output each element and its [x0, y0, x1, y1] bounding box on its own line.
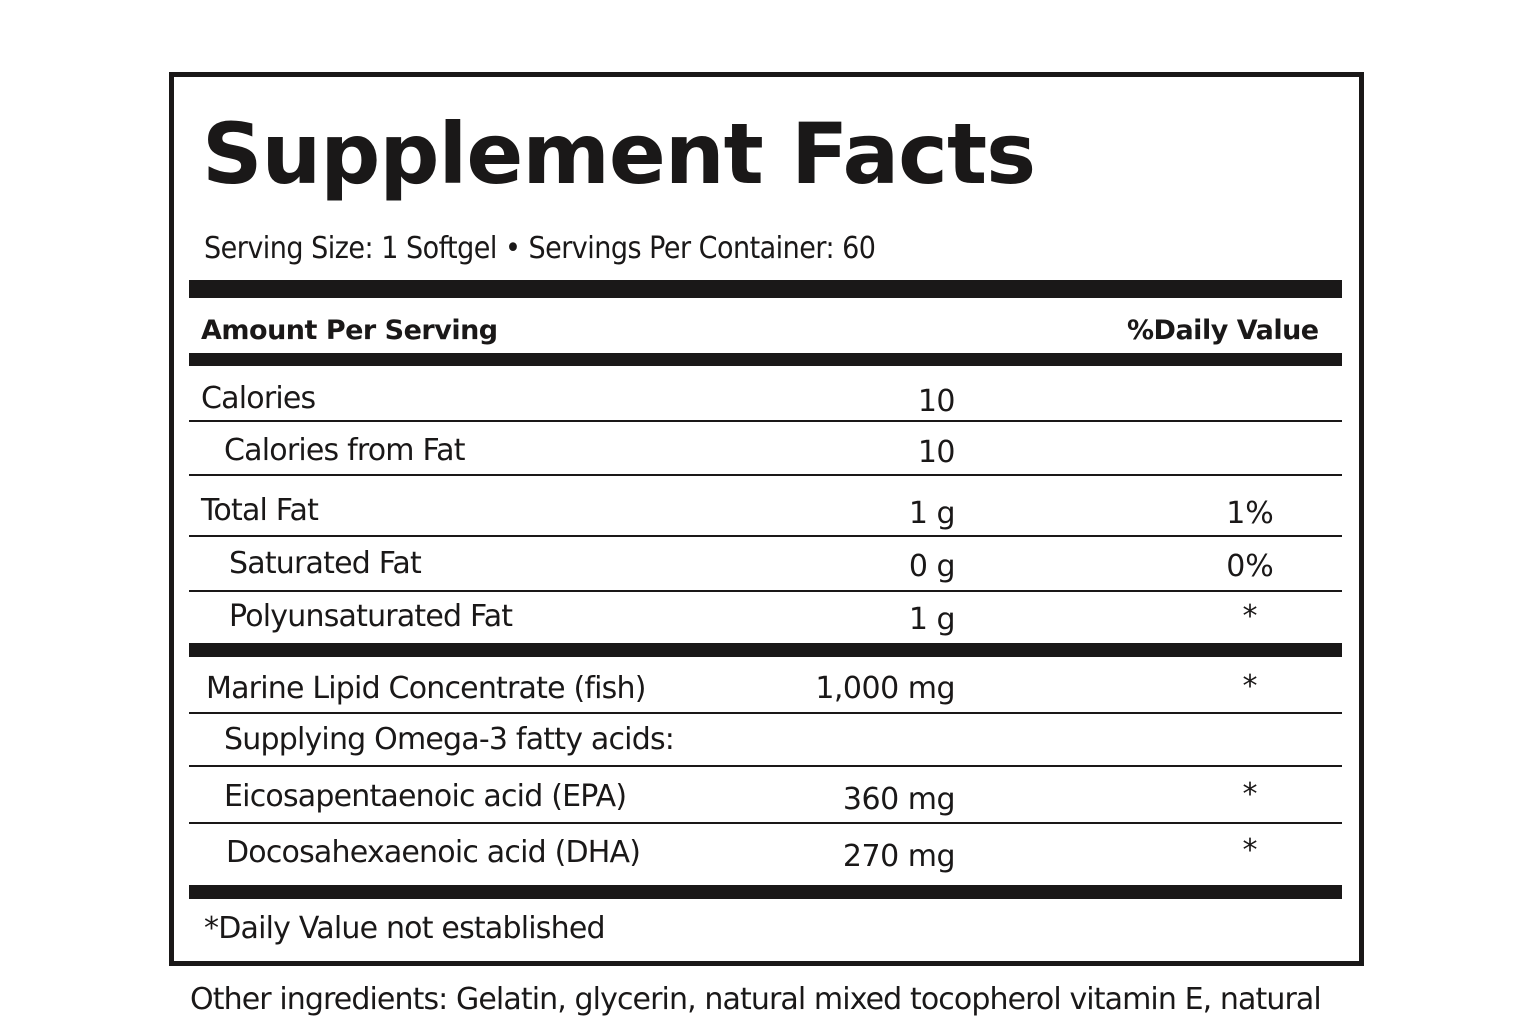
row-label-saturated-fat: Saturated Fat [229, 546, 422, 581]
row-amount-dha: 270 mg [842, 839, 956, 874]
row-amount-epa: 360 mg [842, 782, 956, 817]
daily-value-header: %Daily Value [1127, 315, 1319, 346]
thin-divider [189, 822, 1342, 824]
row-amount-saturated-fat: 0 g [908, 549, 956, 584]
thick-divider [189, 353, 1342, 366]
row-label-epa: Eicosapentaenoic acid (EPA) [224, 779, 627, 814]
row-label-total-fat: Total Fat [201, 493, 319, 528]
thin-divider [189, 474, 1342, 476]
row-amount-calories: 10 [917, 384, 956, 419]
row-amount-total-fat: 1 g [908, 496, 956, 531]
row-dv-polyunsaturated-fat: * [1242, 599, 1258, 634]
row-dv-total-fat: 1% [1226, 496, 1274, 531]
row-label-polyunsaturated-fat: Polyunsaturated Fat [229, 599, 513, 634]
thick-divider [189, 885, 1342, 899]
row-dv-marine-lipid: * [1242, 669, 1258, 704]
supplement-facts-panel: Supplement Facts Serving Size: 1 Softgel… [169, 72, 1364, 966]
thin-divider [189, 765, 1342, 767]
amount-per-serving-header: Amount Per Serving [201, 315, 498, 346]
thin-divider [189, 420, 1342, 422]
other-ingredients: Other ingredients: Gelatin, glycerin, na… [190, 982, 1322, 1017]
thick-divider [189, 643, 1342, 657]
row-label-dha: Docosahexaenoic acid (DHA) [226, 835, 641, 870]
row-dv-saturated-fat: 0% [1226, 549, 1274, 584]
row-amount-calories-from-fat: 10 [917, 435, 956, 470]
row-label-marine-lipid: Marine Lipid Concentrate (fish) [206, 671, 646, 706]
thin-divider [189, 535, 1342, 537]
row-label-supplying-omega-3: Supplying Omega-3 fatty acids: [224, 722, 675, 757]
row-label-calories: Calories [201, 381, 316, 416]
panel-title: Supplement Facts [202, 105, 1036, 203]
thin-divider [189, 590, 1342, 592]
row-label-calories-from-fat: Calories from Fat [224, 433, 466, 468]
row-dv-epa: * [1242, 777, 1258, 812]
row-dv-dha: * [1242, 833, 1258, 868]
footnote: *Daily Value not established [204, 911, 606, 946]
row-amount-polyunsaturated-fat: 1 g [908, 602, 956, 637]
thin-divider [189, 712, 1342, 714]
row-amount-marine-lipid: 1,000 mg [815, 671, 955, 706]
thick-divider [189, 280, 1342, 298]
serving-info: Serving Size: 1 Softgel • Servings Per C… [204, 231, 876, 266]
